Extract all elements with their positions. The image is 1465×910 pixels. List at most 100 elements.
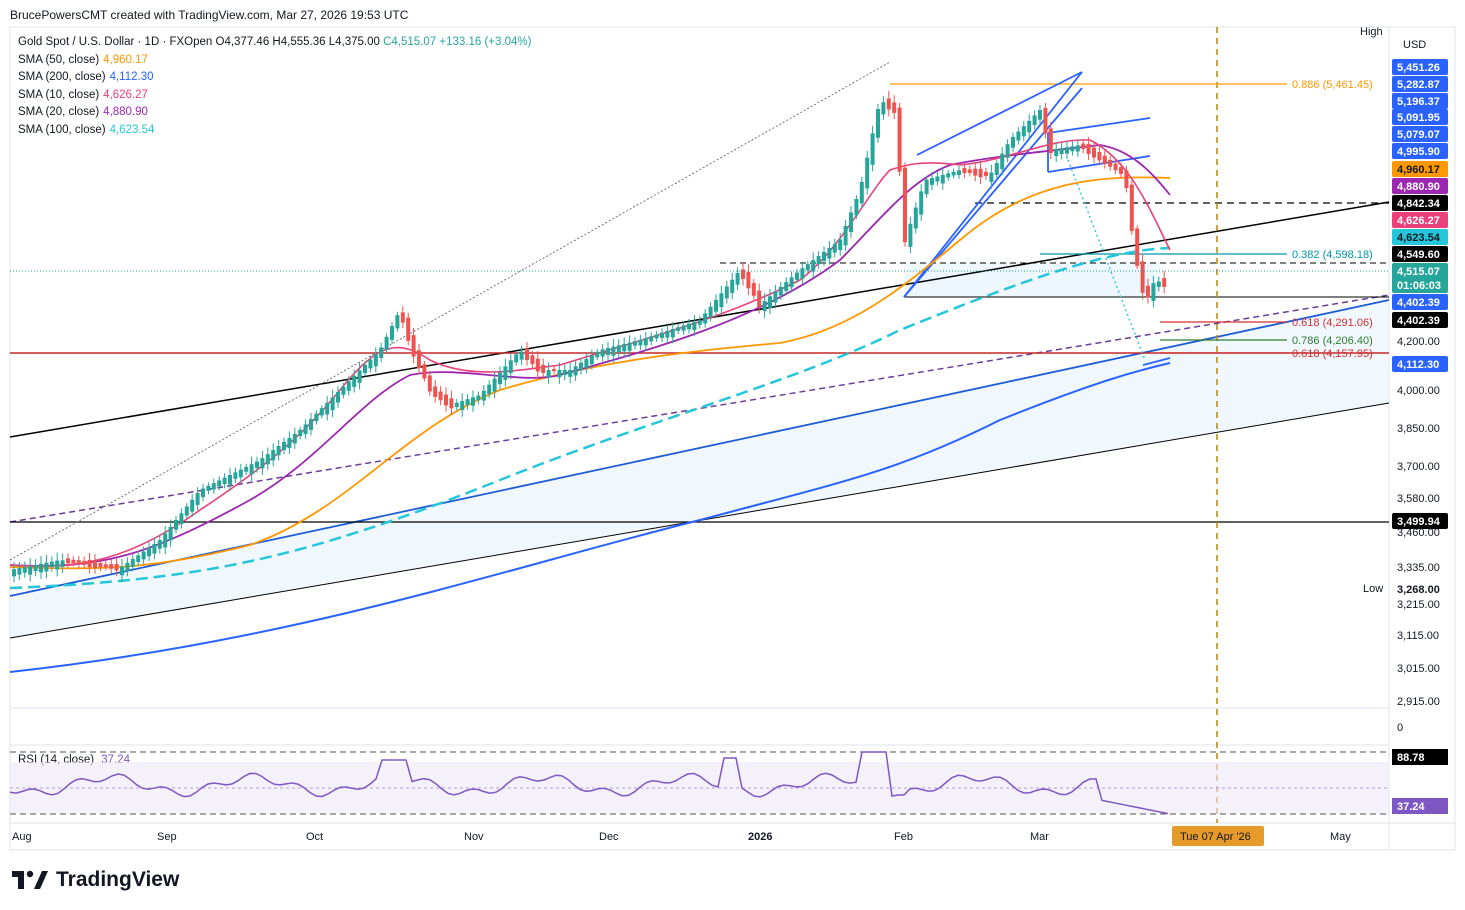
candle (492, 378, 497, 392)
y-tick-label: 3,460.00 (1397, 527, 1440, 539)
price-label-text: 4,842.34 (1397, 198, 1441, 210)
candle (44, 562, 49, 572)
candle (76, 560, 81, 565)
candle (1097, 151, 1102, 161)
price-label-tag (1392, 195, 1448, 211)
price-label-tag (1392, 263, 1448, 279)
indicator-row[interactable]: SMA (10, close) 4,626.27 (18, 87, 531, 105)
candle (341, 386, 346, 395)
candle (535, 358, 540, 372)
candle (66, 558, 70, 564)
y-tick-label: 3,700.00 (1397, 461, 1440, 473)
candle (314, 413, 319, 422)
indicator-row[interactable]: SMA (20, close) 4,880.90 (18, 104, 531, 122)
candle (849, 212, 853, 233)
indicator-label: SMA (20, close) (18, 106, 100, 118)
candle (978, 168, 983, 178)
chart-credit: BrucePowersCMT created with TradingView.… (10, 8, 409, 22)
candle (681, 325, 686, 331)
candle (211, 483, 216, 490)
candle (373, 354, 378, 367)
candle (444, 394, 448, 406)
candle (368, 359, 373, 369)
trendline-blue (9, 299, 1390, 597)
symbol-title: Gold Spot / U.S. Dollar · 1D · FXOpen (18, 36, 213, 48)
candle (87, 559, 92, 568)
candle (1070, 146, 1075, 152)
candle (665, 330, 670, 338)
candle (411, 335, 416, 357)
price-label-tag (1392, 109, 1448, 125)
candle (1124, 170, 1129, 189)
candle (735, 273, 740, 285)
price-label-tag (1392, 277, 1448, 293)
candle (730, 279, 735, 294)
candle (1102, 155, 1107, 164)
candle (400, 312, 405, 323)
candle (843, 226, 848, 246)
price-label-text: 5,282.87 (1397, 79, 1440, 91)
indicator-value: 4,623.54 (109, 123, 155, 136)
candle (195, 493, 200, 505)
candle (876, 109, 880, 138)
price-label-tag (1392, 312, 1448, 328)
candle (503, 366, 508, 380)
candle (919, 191, 924, 215)
y-tick-label: 3,015.00 (1397, 663, 1440, 675)
candle (282, 442, 286, 451)
candle (989, 172, 994, 182)
y-tick-label: 4,200.00 (1397, 336, 1440, 348)
indicator-row[interactable]: SMA (200, close) 4,112.30 (18, 69, 531, 87)
ohlc-row[interactable]: Gold Spot / U.S. Dollar · 1D · FXOpen O4… (18, 34, 531, 52)
candle (892, 102, 897, 113)
channel-stub (1142, 357, 1171, 366)
candle (1075, 145, 1080, 152)
price-label-tag (1392, 212, 1448, 228)
rsi-line (9, 751, 1169, 815)
currency-label[interactable]: USD (1400, 38, 1430, 52)
candle (222, 477, 227, 485)
candle (1140, 261, 1145, 293)
candle (298, 429, 303, 437)
candle (184, 506, 189, 516)
candle (481, 390, 486, 401)
candle (940, 174, 945, 184)
candle (1032, 115, 1037, 125)
candle (49, 561, 54, 568)
price-label-tag (1392, 246, 1448, 262)
ohlc-high: H4,555.36 (272, 36, 326, 48)
price-label-text: 4,515.07 (1397, 266, 1440, 278)
tradingview-brand: TradingView (56, 868, 180, 891)
candle (854, 199, 859, 216)
candle (519, 351, 524, 360)
candle (1086, 143, 1091, 154)
candle (1000, 153, 1005, 170)
chart-frame (9, 26, 1456, 851)
candle (93, 560, 97, 568)
sma-20-line (9, 144, 1171, 567)
x-tick-label: Feb (894, 831, 913, 843)
dotted-cyan-line (1067, 159, 1146, 361)
candle (746, 271, 751, 289)
candle (633, 341, 637, 346)
candle (562, 370, 567, 376)
ohlc-change: +133.16 (+3.04%) (439, 36, 532, 48)
candle (1135, 228, 1140, 266)
price-label-text: 4,995.90 (1397, 146, 1440, 158)
candle (973, 168, 978, 176)
candle (82, 560, 87, 565)
candle (622, 343, 627, 352)
candle (611, 346, 616, 356)
indicator-row[interactable]: SMA (50, close) 4,960.17 (18, 52, 531, 70)
indicator-label: SMA (10, close) (18, 88, 100, 101)
candle (1059, 148, 1064, 155)
candle (600, 349, 605, 357)
candle (109, 564, 114, 569)
x-tick-label: Dec (599, 831, 619, 843)
indicator-value: 4,880.90 (103, 106, 148, 118)
indicator-row[interactable]: SMA (100, close) 4,623.54 (18, 122, 531, 140)
candle (422, 364, 427, 379)
candle (292, 433, 297, 444)
candle (1048, 128, 1053, 154)
